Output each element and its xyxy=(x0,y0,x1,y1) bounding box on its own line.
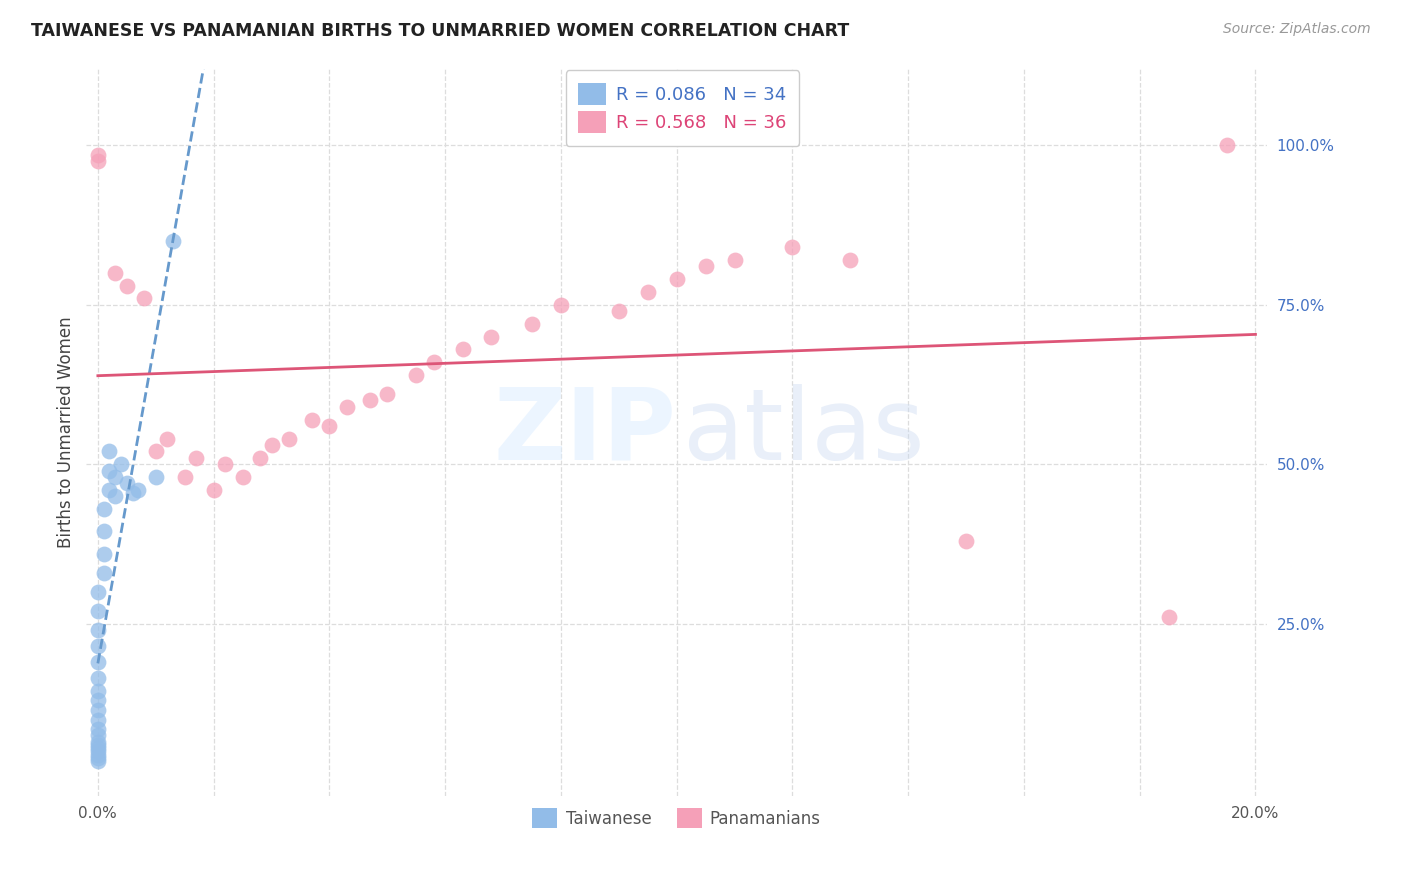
Point xyxy=(87,744,110,758)
Text: atlas: atlas xyxy=(682,384,924,481)
Point xyxy=(134,291,156,305)
Point xyxy=(115,476,138,491)
Point xyxy=(87,722,110,736)
Point xyxy=(1215,138,1237,153)
Point xyxy=(93,547,115,561)
Point xyxy=(318,418,340,433)
Point xyxy=(277,432,299,446)
Point xyxy=(260,438,283,452)
Point xyxy=(110,457,132,471)
Point xyxy=(127,483,149,497)
Point xyxy=(375,387,398,401)
Text: ZIP: ZIP xyxy=(494,384,676,481)
Point xyxy=(359,393,381,408)
Point xyxy=(87,751,110,765)
Point xyxy=(87,154,110,169)
Point xyxy=(104,470,127,484)
Point xyxy=(249,450,271,465)
Point xyxy=(93,524,115,539)
Point xyxy=(301,412,323,426)
Point xyxy=(173,470,195,484)
Point xyxy=(422,355,444,369)
Point xyxy=(87,735,110,749)
Point xyxy=(451,343,474,357)
Point xyxy=(87,741,110,756)
Point xyxy=(115,278,138,293)
Point xyxy=(87,729,110,743)
Point xyxy=(104,489,127,503)
Point xyxy=(723,252,745,267)
Point xyxy=(87,754,110,768)
Point xyxy=(637,285,659,299)
Point xyxy=(104,266,127,280)
Point xyxy=(782,240,804,254)
Point xyxy=(145,470,167,484)
Point xyxy=(156,432,179,446)
Point xyxy=(87,655,110,669)
Point xyxy=(87,639,110,653)
Point xyxy=(87,747,110,762)
Point xyxy=(186,450,208,465)
Point xyxy=(550,298,572,312)
Point xyxy=(162,234,184,248)
Point xyxy=(695,260,717,274)
Point xyxy=(202,483,225,497)
Point xyxy=(1157,610,1180,624)
Point xyxy=(87,671,110,685)
Point xyxy=(336,400,359,414)
Point xyxy=(839,252,862,267)
Point xyxy=(93,502,115,516)
Point xyxy=(405,368,427,382)
Point xyxy=(121,486,143,500)
Legend: Taiwanese, Panamanians: Taiwanese, Panamanians xyxy=(526,801,828,835)
Point xyxy=(87,683,110,698)
Point xyxy=(607,304,630,318)
Point xyxy=(87,713,110,727)
Point xyxy=(87,703,110,717)
Point xyxy=(665,272,688,286)
Point xyxy=(87,623,110,637)
Point xyxy=(93,566,115,580)
Text: Source: ZipAtlas.com: Source: ZipAtlas.com xyxy=(1223,22,1371,37)
Point xyxy=(87,693,110,707)
Point xyxy=(87,738,110,752)
Point xyxy=(87,147,110,161)
Point xyxy=(520,317,543,331)
Point xyxy=(98,483,121,497)
Point xyxy=(87,604,110,618)
Point xyxy=(481,329,503,343)
Point xyxy=(955,533,977,548)
Point xyxy=(232,470,254,484)
Point xyxy=(98,464,121,478)
Point xyxy=(87,585,110,599)
Point xyxy=(98,444,121,458)
Point xyxy=(145,444,167,458)
Text: TAIWANESE VS PANAMANIAN BIRTHS TO UNMARRIED WOMEN CORRELATION CHART: TAIWANESE VS PANAMANIAN BIRTHS TO UNMARR… xyxy=(31,22,849,40)
Y-axis label: Births to Unmarried Women: Births to Unmarried Women xyxy=(58,317,75,548)
Point xyxy=(214,457,236,471)
